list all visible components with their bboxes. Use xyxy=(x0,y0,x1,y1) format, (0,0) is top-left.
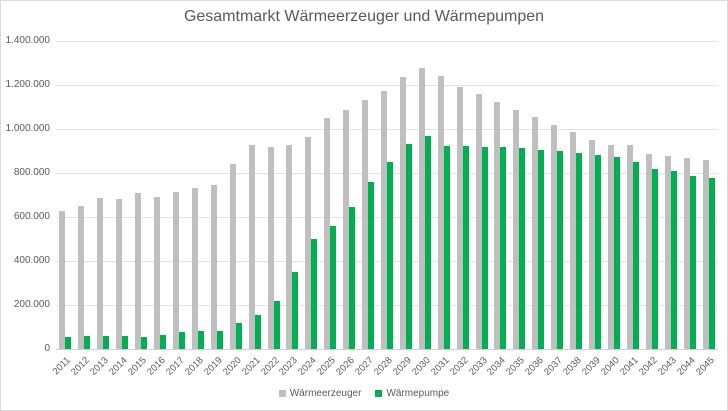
bar-waermeerzeuger-2011[interactable] xyxy=(59,211,65,349)
bar-waermeerzeuger-2016[interactable] xyxy=(154,197,160,349)
bar-waermeerzeuger-2031[interactable] xyxy=(438,76,444,349)
bar-waermeerzeuger-2028[interactable] xyxy=(381,91,387,349)
bar-waermepumpe-2039[interactable] xyxy=(595,155,601,349)
bar-waermeerzeuger-2021[interactable] xyxy=(249,145,255,349)
bar-waermepumpe-2023[interactable] xyxy=(292,272,298,349)
bar-waermepumpe-2027[interactable] xyxy=(368,182,374,349)
bar-waermeerzeuger-2032[interactable] xyxy=(457,87,463,349)
bar-waermeerzeuger-2041[interactable] xyxy=(627,145,633,349)
bar-waermepumpe-2042[interactable] xyxy=(652,169,658,349)
bar-waermeerzeuger-2029[interactable] xyxy=(400,77,406,349)
bar-waermepumpe-2037[interactable] xyxy=(557,151,563,349)
bar-waermepumpe-2028[interactable] xyxy=(387,162,393,349)
y-tick-label: 1.400.000 xyxy=(5,35,51,46)
bar-waermepumpe-2030[interactable] xyxy=(425,136,431,349)
bar-waermepumpe-2040[interactable] xyxy=(614,157,620,349)
bar-waermeerzeuger-2037[interactable] xyxy=(551,125,557,349)
bar-waermepumpe-2012[interactable] xyxy=(84,336,90,349)
bar-waermepumpe-2034[interactable] xyxy=(500,147,506,349)
bar-waermeerzeuger-2036[interactable] xyxy=(532,117,538,349)
bar-waermepumpe-2013[interactable] xyxy=(103,336,109,349)
bar-waermepumpe-2017[interactable] xyxy=(179,332,185,349)
bar-waermepumpe-2044[interactable] xyxy=(690,176,696,349)
bar-waermepumpe-2035[interactable] xyxy=(519,148,525,349)
bar-waermepumpe-2041[interactable] xyxy=(633,162,639,349)
legend-label: Wärmeerzeuger xyxy=(289,388,362,399)
bar-waermeerzeuger-2039[interactable] xyxy=(589,140,595,349)
y-tick-label: 0 xyxy=(44,343,50,354)
y-tick-label: 800.000 xyxy=(13,167,50,178)
bar-waermepumpe-2045[interactable] xyxy=(709,178,715,349)
bar-waermepumpe-2026[interactable] xyxy=(349,207,355,349)
bar-waermepumpe-2015[interactable] xyxy=(141,337,147,349)
bar-waermepumpe-2033[interactable] xyxy=(482,147,488,349)
bar-waermeerzeuger-2022[interactable] xyxy=(268,147,274,349)
bar-waermepumpe-2032[interactable] xyxy=(463,146,469,349)
bar-waermeerzeuger-2025[interactable] xyxy=(324,118,330,349)
bar-waermeerzeuger-2018[interactable] xyxy=(192,188,198,349)
gridline xyxy=(56,129,718,130)
y-tick-label: 1.000.000 xyxy=(5,123,51,134)
y-tick-label: 600.000 xyxy=(13,211,50,222)
bar-waermeerzeuger-2023[interactable] xyxy=(286,145,292,349)
bar-waermepumpe-2038[interactable] xyxy=(576,153,582,349)
bar-waermeerzeuger-2026[interactable] xyxy=(343,110,349,349)
bar-waermepumpe-2018[interactable] xyxy=(198,331,204,349)
bar-waermepumpe-2021[interactable] xyxy=(255,315,261,349)
bar-waermeerzeuger-2035[interactable] xyxy=(513,110,519,349)
bar-waermepumpe-2031[interactable] xyxy=(444,146,450,349)
legend-item-waermepumpe[interactable]: Wärmepumpe xyxy=(375,388,449,399)
bar-waermepumpe-2024[interactable] xyxy=(311,239,317,349)
y-tick-label: 400.000 xyxy=(13,255,50,266)
legend-swatch-gray-icon xyxy=(278,390,286,397)
chart-legend: Wärmeerzeuger Wärmepumpe xyxy=(0,388,728,399)
bar-waermepumpe-2016[interactable] xyxy=(160,335,166,349)
bar-waermeerzeuger-2027[interactable] xyxy=(362,100,368,349)
bar-waermeerzeuger-2038[interactable] xyxy=(570,132,576,349)
bar-waermeerzeuger-2034[interactable] xyxy=(494,102,500,349)
legend-swatch-green-icon xyxy=(375,390,383,397)
bar-waermeerzeuger-2033[interactable] xyxy=(476,94,482,349)
legend-item-waermeerzeuger[interactable]: Wärmeerzeuger xyxy=(278,388,362,399)
bar-waermepumpe-2025[interactable] xyxy=(330,226,336,349)
bar-waermeerzeuger-2014[interactable] xyxy=(116,199,122,349)
bar-waermeerzeuger-2015[interactable] xyxy=(135,193,141,349)
bar-waermeerzeuger-2017[interactable] xyxy=(173,192,179,349)
bar-waermeerzeuger-2024[interactable] xyxy=(305,137,311,349)
bar-waermeerzeuger-2040[interactable] xyxy=(608,145,614,349)
bar-waermepumpe-2022[interactable] xyxy=(274,301,280,349)
bar-waermepumpe-2020[interactable] xyxy=(236,323,242,349)
bar-waermeerzeuger-2043[interactable] xyxy=(665,156,671,349)
bar-waermeerzeuger-2030[interactable] xyxy=(419,68,425,349)
y-tick-label: 200.000 xyxy=(13,299,50,310)
x-axis-line xyxy=(56,349,718,350)
bar-waermeerzeuger-2020[interactable] xyxy=(230,164,236,349)
bar-waermepumpe-2011[interactable] xyxy=(65,337,71,349)
bar-waermepumpe-2014[interactable] xyxy=(122,336,128,349)
chart-title: Gesamtmarkt Wärmeerzeuger und Wärmepumpe… xyxy=(183,8,545,25)
gridline xyxy=(56,41,718,42)
bar-waermeerzeuger-2013[interactable] xyxy=(97,198,103,349)
bar-waermeerzeuger-2042[interactable] xyxy=(646,154,652,349)
y-tick-label: 1.200.000 xyxy=(5,79,51,90)
bar-waermepumpe-2019[interactable] xyxy=(217,331,223,349)
bar-waermeerzeuger-2045[interactable] xyxy=(703,160,709,349)
bar-waermeerzeuger-2019[interactable] xyxy=(211,185,217,349)
bar-waermeerzeuger-2044[interactable] xyxy=(684,158,690,349)
bar-waermepumpe-2029[interactable] xyxy=(406,144,412,349)
bar-waermepumpe-2043[interactable] xyxy=(671,171,677,349)
bar-waermepumpe-2036[interactable] xyxy=(538,150,544,349)
legend-label: Wärmepumpe xyxy=(386,388,450,399)
bar-waermeerzeuger-2012[interactable] xyxy=(78,206,84,349)
gridline xyxy=(56,85,718,86)
